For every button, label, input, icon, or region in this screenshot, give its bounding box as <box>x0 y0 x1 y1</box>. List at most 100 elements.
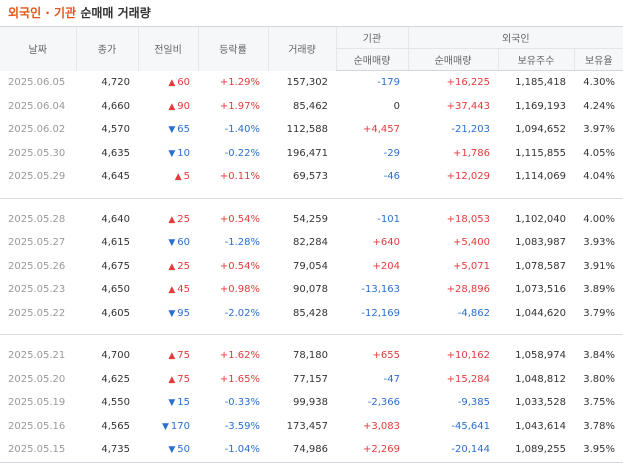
cell-foreign-net: +1,786 <box>452 147 490 159</box>
cell-rate: +1.97% <box>219 100 260 112</box>
cell-foreign-ratio: 4.00% <box>583 213 616 225</box>
table-row: 2025.06.02 4,570 ▼ 65 -1.40% 112,588 +4,457 -21… <box>0 118 623 142</box>
cell-date: 2025.05.19 <box>8 397 66 409</box>
cell-foreign-net: +37,443 <box>446 100 490 112</box>
cell-close: 4,605 <box>101 307 130 319</box>
change-value: 60 <box>177 237 190 249</box>
cell-foreign-ratio: 3.79% <box>583 307 616 319</box>
table-row: 2025.05.15 4,735 ▼ 50 -1.04% 74,986 +2,269 -20,… <box>0 438 623 463</box>
table-row: 2025.06.04 4,660 ▲ 90 +1.97% 85,462 0 +37,443 1,… <box>0 95 623 119</box>
cell-rate: +1.65% <box>219 373 260 385</box>
cell-change: ▼ 15 <box>138 391 198 415</box>
cell-inst-net: -2,366 <box>367 397 400 409</box>
cell-foreign-ratio: 3.75% <box>583 397 616 409</box>
cell-inst-net: -179 <box>377 77 400 89</box>
change-value: 45 <box>177 284 190 296</box>
cell-rate: +0.98% <box>219 284 260 296</box>
cell-rate: -0.22% <box>224 147 260 159</box>
table-row: 2025.05.19 4,550 ▼ 15 -0.33% 99,938 -2,366 -9,3… <box>0 391 623 415</box>
table-row: 2025.06.05 4,720 ▲ 60 +1.29% 157,302 -179 +16,2… <box>0 71 623 95</box>
cell-volume: 85,462 <box>293 100 328 112</box>
header-foreign: 외국인 <box>407 26 623 49</box>
cell-foreign-ratio: 4.30% <box>583 77 616 89</box>
cell-foreign-net: +15,284 <box>446 373 490 385</box>
cell-volume: 54,259 <box>293 213 328 225</box>
cell-foreign-net: +5,400 <box>452 237 490 249</box>
header-rate: 등락률 <box>197 26 268 71</box>
cell-change: ▲ 60 <box>138 71 198 95</box>
cell-date: 2025.05.30 <box>8 147 66 159</box>
cell-close: 4,720 <box>101 77 130 88</box>
cell-foreign-net: +12,029 <box>446 171 490 183</box>
cell-volume: 173,457 <box>286 420 328 432</box>
cell-foreign-ratio: 3.89% <box>583 284 616 296</box>
down-triangle-icon: ▼ <box>168 238 176 249</box>
cell-rate: +0.54% <box>219 213 260 225</box>
cell-volume: 196,471 <box>286 147 328 159</box>
down-triangle-icon: ▼ <box>168 398 176 409</box>
cell-foreign-hold: 1,185,418 <box>515 77 566 89</box>
cell-close: 4,550 <box>101 397 130 409</box>
header-foreign-hold: 보유주수 <box>497 48 574 71</box>
cell-date: 2025.05.15 <box>0 438 76 463</box>
cell-foreign-hold: 1,048,812 <box>515 373 566 385</box>
cell-volume: 157,302 <box>286 77 328 88</box>
change-value: 25 <box>177 260 190 272</box>
table-row: 2025.05.30 4,635 ▼ 10 -0.22% 196,471 -29 +1,786… <box>0 142 623 166</box>
cell-rate: +0.54% <box>219 260 260 272</box>
cell-date: 2025.05.26 <box>8 260 66 272</box>
cell-date: 2025.05.22 <box>8 307 66 319</box>
cell-foreign-ratio: 3.95% <box>574 438 623 463</box>
cell-inst-net: +4,457 <box>362 124 400 136</box>
change-value: 90 <box>177 100 190 112</box>
cell-rate: -0.33% <box>224 397 260 409</box>
cell-foreign-net: -20,144 <box>408 438 498 463</box>
cell-volume: 77,157 <box>293 373 328 385</box>
cell-foreign-hold: 1,102,040 <box>515 213 566 225</box>
cell-inst-net: -46 <box>383 171 400 183</box>
up-triangle-icon: ▲ <box>168 261 176 272</box>
header-institution: 기관 <box>335 26 408 49</box>
cell-volume: 74,986 <box>268 438 336 463</box>
cell-change: ▼ 10 <box>138 142 198 166</box>
cell-change: ▼ 60 <box>138 231 198 255</box>
cell-close: 4,615 <box>101 237 130 249</box>
cell-close: 4,625 <box>101 373 130 385</box>
cell-date: 2025.05.20 <box>8 373 66 385</box>
up-triangle-icon: ▲ <box>168 101 176 112</box>
cell-inst-net: -47 <box>383 373 400 385</box>
cell-volume: 69,573 <box>293 171 328 183</box>
cell-foreign-ratio: 3.80% <box>583 373 616 385</box>
cell-foreign-net: +5,071 <box>452 260 490 272</box>
cell-foreign-hold: 1,083,987 <box>515 237 566 249</box>
cell-foreign-ratio: 4.05% <box>583 147 616 159</box>
cell-foreign-net: -4,862 <box>457 307 490 319</box>
table-row: 2025.05.27 4,615 ▼ 60 -1.28% 82,284 +640 +5,400… <box>0 231 623 255</box>
cell-inst-net: +2,269 <box>336 438 408 463</box>
down-triangle-icon: ▼ <box>168 445 176 456</box>
cell-change: ▲ 75 <box>138 344 198 368</box>
cell-rate: -1.04% <box>198 438 268 463</box>
up-triangle-icon: ▲ <box>168 214 176 225</box>
up-triangle-icon: ▲ <box>168 374 176 385</box>
up-triangle-icon: ▲ <box>168 78 176 88</box>
cell-close: 4,565 <box>101 420 130 432</box>
cell-date: 2025.05.27 <box>8 237 66 249</box>
cell-volume: 85,428 <box>293 307 328 319</box>
change-value: 65 <box>177 124 190 136</box>
cell-inst-net: 0 <box>393 100 400 112</box>
cell-close: 4,650 <box>101 284 130 296</box>
change-value: 75 <box>177 350 190 362</box>
cell-volume: 82,284 <box>293 237 328 249</box>
down-triangle-icon: ▼ <box>168 125 176 136</box>
cell-date: 2025.06.04 <box>8 100 66 112</box>
cell-change: ▼ 95 <box>138 302 198 326</box>
cell-inst-net: -13,163 <box>361 284 400 296</box>
cell-foreign-hold: 1,115,855 <box>515 147 566 159</box>
cell-rate: -1.28% <box>224 237 260 249</box>
cell-inst-net: +3,083 <box>362 420 400 432</box>
change-value: 15 <box>177 397 190 409</box>
cell-inst-net: -101 <box>377 213 400 225</box>
cell-close: 4,735 <box>76 438 138 463</box>
cell-foreign-ratio: 4.04% <box>583 171 616 183</box>
